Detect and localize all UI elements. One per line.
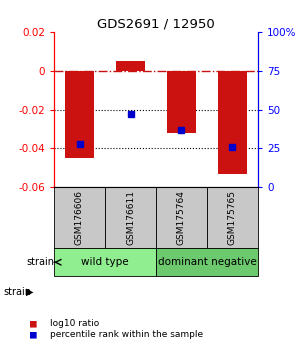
Text: dominant negative: dominant negative	[158, 257, 256, 267]
Text: GSM175765: GSM175765	[228, 190, 237, 245]
Text: ■: ■	[30, 330, 37, 339]
Title: GDS2691 / 12950: GDS2691 / 12950	[97, 18, 215, 31]
Text: GSM176606: GSM176606	[75, 190, 84, 245]
Text: ▶: ▶	[26, 287, 33, 297]
Bar	[156, 249, 258, 276]
Text: percentile rank within the sample: percentile rank within the sample	[50, 330, 202, 339]
Text: wild type: wild type	[81, 257, 129, 267]
Text: strain: strain	[26, 257, 55, 267]
Text: ■: ■	[30, 319, 37, 329]
Text: log10 ratio: log10 ratio	[50, 319, 99, 329]
Bar	[54, 249, 156, 276]
Text: GSM176611: GSM176611	[126, 190, 135, 245]
Bar	[207, 187, 258, 249]
Text: strain: strain	[3, 287, 31, 297]
Bar	[218, 71, 247, 174]
Bar	[167, 71, 196, 133]
Bar	[54, 187, 105, 249]
Bar	[116, 61, 145, 71]
Bar	[65, 71, 94, 158]
Bar	[105, 187, 156, 249]
Text: GSM175764: GSM175764	[177, 190, 186, 245]
Bar	[156, 187, 207, 249]
